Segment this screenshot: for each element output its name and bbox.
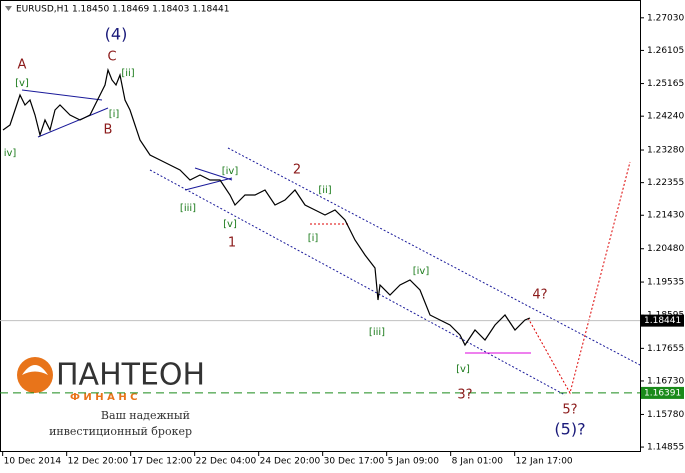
channel-line: [227, 147, 641, 366]
wave-label: [iv]: [222, 166, 239, 177]
price-label: 1.18441: [644, 316, 681, 326]
y-tick-label: 1.15780: [647, 410, 684, 420]
y-tick-label: 1.16730: [647, 376, 684, 386]
y-tick-label: 1.23280: [647, 146, 684, 156]
overlays: [21, 89, 641, 396]
y-tick-label: 1.20480: [647, 244, 684, 254]
y-tick-label: 1.26105: [647, 46, 684, 56]
y-tick-label: 1.22355: [647, 178, 684, 188]
y-tick-label: 1.17655: [647, 344, 684, 354]
level-label-box: [641, 386, 684, 399]
wave-label: [ii]: [121, 68, 134, 79]
triangle-line: [194, 167, 233, 181]
wave-label: [iii]: [369, 327, 385, 338]
triangle-line: [184, 177, 233, 191]
y-tick-label: 1.21430: [647, 211, 684, 221]
wave-label: 1: [228, 236, 236, 251]
y-tick-label: 1.27030: [647, 13, 684, 23]
wave-label: [i]: [109, 109, 120, 120]
x-tick-label: 10 Dec 2014: [4, 457, 62, 467]
plot-frame: [0, 0, 641, 452]
x-tick-label: 12 Dec 20:00: [68, 457, 129, 467]
chart-title: EURUSD,H1 1.18450 1.18469 1.18403 1.1844…: [16, 5, 229, 15]
wave-label: 2: [293, 163, 301, 178]
y-tick-label: 1.19535: [647, 278, 684, 288]
wave-label: A: [18, 58, 27, 73]
wave-label: 3?: [457, 388, 472, 403]
wave-label: [ii]: [318, 185, 331, 196]
wave-label: [v]: [15, 78, 29, 89]
wave-label: B: [104, 123, 113, 138]
triangle-line: [37, 107, 109, 138]
wave-label: [v]: [456, 364, 470, 375]
wave-label: (5)?: [554, 420, 585, 439]
wave-label: [iii]: [180, 203, 196, 214]
wave-label: [iv]: [413, 266, 430, 277]
wave-label: [i]: [308, 233, 319, 244]
x-tick-label: 5 Jan 09:00: [388, 457, 440, 467]
y-tick-label: 1.14855: [647, 443, 684, 453]
x-tick-label: 30 Dec 17:00: [324, 457, 385, 467]
price-label-box: [641, 314, 684, 327]
x-tick-label: 17 Dec 12:00: [132, 457, 193, 467]
logo-sub: Ф И Н А Н С: [70, 392, 138, 403]
logo-line: инвестиционный брокер: [49, 425, 192, 438]
wave-label: [v]: [223, 219, 237, 230]
menu-arrow: [5, 6, 12, 11]
x-tick-label: 12 Jan 17:00: [516, 457, 573, 467]
x-tick-label: 8 Jan 01:00: [452, 457, 504, 467]
wave-label: iv]: [4, 148, 17, 159]
wave-label: (4): [105, 25, 128, 44]
price-line-series: [2, 67, 531, 347]
logo-icon: [17, 357, 53, 393]
logo: ПАНТЕОН Ф И Н А Н С Ваш надежный инвести…: [17, 357, 205, 438]
y-tick-label: 1.24240: [647, 112, 684, 122]
channel-line: [149, 169, 566, 396]
logo-icon-mark: [22, 365, 48, 375]
x-tick-label: 24 Dec 20:00: [260, 457, 321, 467]
wave-label: 5?: [562, 403, 577, 418]
x-tick-label: 22 Dec 04:00: [196, 457, 257, 467]
logo-name: ПАНТЕОН: [56, 358, 205, 393]
wave-label: 4?: [532, 288, 547, 303]
level-label: 1.16391: [644, 388, 681, 398]
logo-line: Ваш надежный: [101, 409, 190, 422]
forecast-line: [527, 161, 631, 395]
triangle-line: [21, 89, 103, 101]
y-tick-label: 1.25165: [647, 79, 684, 89]
wave-label: C: [107, 50, 116, 65]
